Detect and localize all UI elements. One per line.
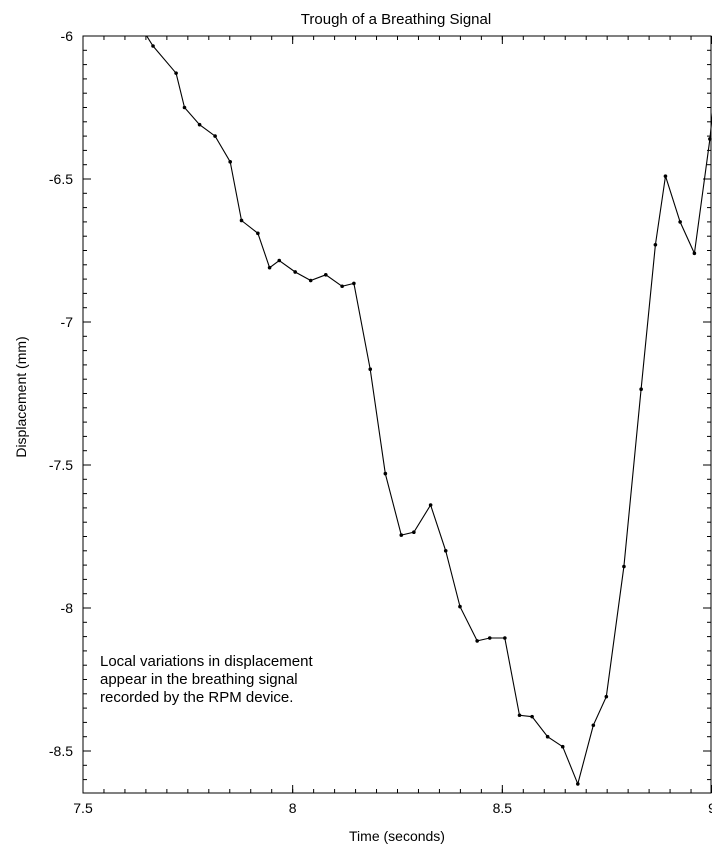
annotation-line: recorded by the RPM device. xyxy=(100,689,293,706)
data-point xyxy=(622,564,626,569)
y-tick-label: -6 xyxy=(61,28,74,44)
data-point xyxy=(458,604,462,609)
data-point xyxy=(604,694,609,699)
data-point xyxy=(678,220,682,224)
chart-annotation: Local variations in displacement appear i… xyxy=(100,653,313,706)
data-point xyxy=(293,270,297,274)
data-point xyxy=(308,278,313,283)
data-point xyxy=(383,471,388,476)
data-point xyxy=(277,258,282,263)
data-point xyxy=(503,636,507,640)
x-tick-label: 8.5 xyxy=(493,800,513,816)
series-group xyxy=(146,36,712,786)
data-point xyxy=(182,105,187,110)
x-axis-label: Time (seconds) xyxy=(349,828,445,844)
y-tick-label: -8.5 xyxy=(49,743,73,759)
x-tick-label: 8 xyxy=(289,800,297,816)
x-tick-label: 9 xyxy=(708,800,712,816)
data-point xyxy=(228,160,232,164)
data-point xyxy=(545,734,550,739)
data-point xyxy=(256,231,260,236)
data-point xyxy=(708,137,712,141)
data-point xyxy=(530,714,534,719)
data-point xyxy=(267,265,272,270)
data-point xyxy=(340,284,344,289)
data-point xyxy=(576,782,580,786)
data-point xyxy=(560,744,565,749)
chart-title: Trough of a Breathing Signal xyxy=(301,11,491,28)
data-point xyxy=(399,533,404,537)
data-point xyxy=(151,44,155,48)
y-tick-label: -8 xyxy=(61,600,74,616)
data-point xyxy=(692,251,697,256)
x-axis: 7.5 8 8.5 9 xyxy=(73,36,712,816)
data-point xyxy=(639,387,643,392)
y-tick-label: -6.5 xyxy=(49,171,73,187)
data-point xyxy=(591,723,596,728)
annotation-line: appear in the breathing signal xyxy=(100,671,298,688)
x-tick-label: 7.5 xyxy=(73,800,93,816)
data-point xyxy=(352,281,356,286)
data-point xyxy=(197,122,202,127)
data-point xyxy=(663,174,668,178)
data-point xyxy=(428,503,433,507)
data-point xyxy=(323,273,328,277)
data-point xyxy=(412,530,416,535)
y-axis-label: Displacement (mm) xyxy=(13,336,29,457)
data-point xyxy=(443,549,448,553)
data-point xyxy=(239,218,244,223)
data-point xyxy=(487,636,492,640)
data-point xyxy=(213,134,217,138)
annotation-line: Local variations in displacement xyxy=(100,653,313,670)
y-tick-label: -7.5 xyxy=(49,457,73,473)
data-point xyxy=(174,71,178,75)
data-point xyxy=(368,367,373,371)
data-point xyxy=(517,713,522,718)
data-point xyxy=(653,242,658,247)
data-point xyxy=(475,639,479,643)
y-axis: -6 -6.5 -7 -7.5 -8 -8.5 xyxy=(49,28,711,781)
y-tick-label: -7 xyxy=(61,314,74,330)
